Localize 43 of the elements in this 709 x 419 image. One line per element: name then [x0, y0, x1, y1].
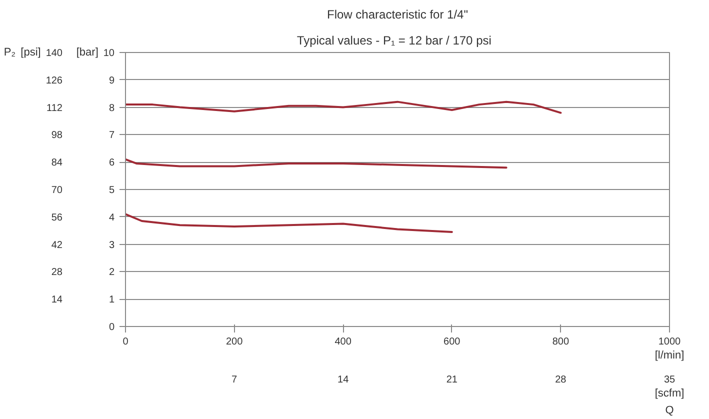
x-tick-label: 600: [444, 336, 461, 348]
x-tick-label: 800: [552, 336, 570, 348]
line-series: [126, 158, 508, 169]
y-tick-label: 9: [108, 75, 115, 86]
x-tick-label: 200: [226, 336, 244, 348]
y2-tick-label: 42: [51, 240, 63, 251]
y2-tick-label: 28: [51, 267, 63, 278]
x-axis-title: [l/min]: [654, 350, 684, 362]
x2-tick-label: 35: [664, 374, 676, 386]
y2-tick-label: 98: [51, 130, 63, 142]
line-series: [126, 213, 453, 233]
chart-title: Flow characteristic for 1/4": [327, 8, 468, 22]
y2-tick-label: 84: [51, 158, 63, 169]
y-tick-label: 4: [108, 212, 115, 224]
x2-axis-title: [scfm]: [654, 388, 684, 400]
y2-tick-label: 70: [51, 185, 63, 196]
y-axis-title: [bar]: [76, 46, 98, 58]
y-tick-label: 0: [108, 322, 115, 333]
y2-tick-label: 112: [46, 102, 63, 114]
text: P₂: [4, 46, 16, 58]
x-tick-label: 400: [334, 336, 352, 348]
y-tick-label: 2: [108, 267, 115, 278]
x2-tick-label: 14: [338, 374, 350, 386]
x2-tick-label: 28: [555, 374, 567, 386]
y-tick-label: 8: [108, 102, 115, 114]
y2-axis-title: [psi]: [20, 46, 41, 58]
y2-tick-label: 126: [46, 75, 63, 86]
x-tick-label: 1000: [658, 336, 682, 348]
y2-tick-label: 56: [51, 212, 63, 224]
y-tick-label: 1: [108, 294, 115, 306]
text: Q: [665, 404, 674, 416]
x2-tick-label: 21: [446, 374, 458, 386]
y2-tick-label: 140: [46, 48, 63, 59]
y2-tick-label: 14: [51, 294, 63, 306]
y-tick-label: 3: [108, 240, 115, 251]
x-tick-label: 0: [122, 336, 129, 348]
chart-subtitle: Typical values - P₁ = 12 bar / 170 psi: [296, 34, 492, 48]
line-series: [126, 100, 562, 114]
y-tick-label: 6: [108, 158, 115, 169]
y-tick-label: 10: [103, 48, 115, 59]
x2-tick-label: 7: [232, 374, 238, 386]
y-tick-label: 7: [108, 130, 115, 142]
y-tick-label: 5: [108, 185, 115, 196]
